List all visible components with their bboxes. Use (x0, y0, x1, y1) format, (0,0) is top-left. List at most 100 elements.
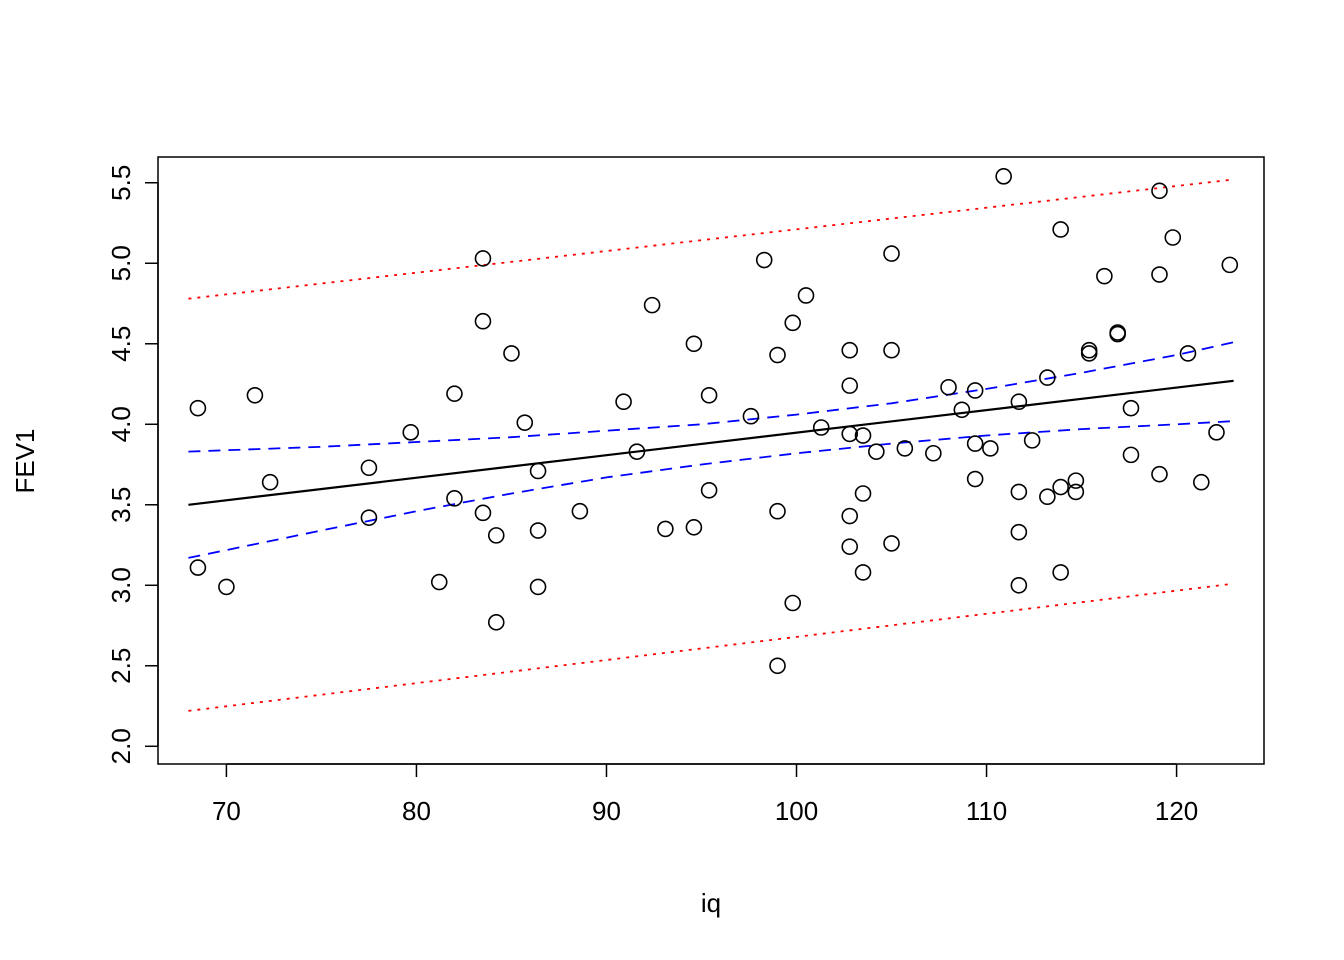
data-point (797, 287, 815, 304)
data-point (446, 385, 463, 402)
data-point (854, 564, 872, 581)
data-point (883, 535, 900, 552)
data-point (628, 443, 646, 460)
data-point (360, 459, 378, 477)
data-point (474, 504, 492, 522)
data-point (883, 341, 900, 359)
data-point (1067, 472, 1085, 489)
data-point (883, 245, 900, 262)
data-point (784, 314, 802, 332)
data-point (516, 414, 534, 431)
data-point (218, 578, 235, 596)
x-tick-label: 120 (1155, 796, 1198, 826)
data-point (1067, 483, 1085, 501)
confidence-upper-line (188, 341, 1234, 453)
data-point (1010, 393, 1028, 411)
y-tick-label: 4.5 (106, 326, 136, 362)
data-point (1151, 182, 1168, 200)
x-axis-label: iq (701, 888, 721, 918)
data-point (940, 378, 957, 396)
prediction-upper-line (188, 178, 1234, 300)
data-point (700, 386, 718, 404)
data-point (657, 520, 674, 538)
data-point (755, 251, 773, 269)
data-point (1221, 256, 1239, 274)
data-point (446, 490, 463, 507)
fit-line (188, 379, 1234, 506)
y-tick-label: 3.0 (106, 567, 136, 603)
data-point (1164, 229, 1182, 246)
data-point (841, 507, 859, 525)
x-tick-label: 110 (966, 796, 1007, 826)
data-point (995, 168, 1012, 185)
data-point (868, 443, 885, 460)
confidence-lower-line (188, 420, 1234, 559)
data-point (966, 382, 984, 399)
x-tick-label: 100 (775, 796, 818, 826)
data-point (1052, 564, 1069, 581)
data-point (700, 481, 718, 499)
x-tick-label: 90 (592, 796, 621, 826)
data-point (1010, 576, 1028, 594)
data-point (1151, 465, 1168, 483)
data-point (189, 399, 207, 417)
data-point (1039, 369, 1056, 386)
data-point (503, 345, 520, 362)
data-point (246, 386, 264, 404)
data-point (1023, 432, 1041, 449)
data-point (841, 377, 859, 394)
data-point (1052, 478, 1069, 496)
data-point (769, 346, 786, 364)
data-point (1039, 488, 1056, 506)
data-point (1080, 341, 1098, 359)
data-point (854, 427, 872, 444)
regression-lines (188, 178, 1234, 712)
data-point (529, 578, 547, 596)
data-point (1151, 266, 1168, 283)
data-point (1052, 221, 1069, 238)
data-point (1192, 473, 1210, 491)
data-point (1122, 399, 1140, 417)
data-point (402, 424, 420, 441)
data-point (769, 502, 786, 520)
data-point (769, 657, 786, 675)
data-point (1179, 345, 1197, 362)
data-point (685, 335, 703, 353)
data-point (189, 559, 207, 576)
y-tick-label: 5.5 (106, 165, 136, 201)
data-point (854, 485, 872, 502)
prediction-lower-line (188, 582, 1234, 712)
data-point (487, 527, 505, 544)
y-axis-label: FEV1 (10, 428, 40, 493)
y-tick-label: 5.0 (106, 245, 136, 281)
y-tick-label: 4.0 (106, 406, 136, 442)
y-axis: 2.0 2.5 3.0 3.5 4.0 4.5 5.0 5.5 (106, 165, 159, 764)
data-point (896, 440, 914, 457)
data-point (1109, 325, 1126, 343)
y-tick-label: 3.5 (106, 487, 136, 523)
x-tick-label: 70 (212, 796, 241, 826)
data-point (966, 435, 984, 452)
plot-frame (157, 156, 1265, 765)
data-point (841, 538, 859, 555)
data-point (474, 250, 492, 267)
data-point (1122, 446, 1140, 464)
data-point (742, 407, 760, 425)
data-point (529, 522, 547, 539)
data-point (571, 502, 589, 520)
data-point (982, 440, 999, 457)
data-point (1010, 483, 1028, 501)
data-point (430, 573, 448, 591)
data-point (953, 401, 971, 419)
data-point (360, 509, 378, 526)
y-tick-label: 2.0 (106, 728, 136, 764)
data-point (685, 519, 703, 536)
data-point (474, 312, 492, 330)
data-point (643, 296, 661, 314)
data-point (615, 393, 632, 411)
x-axis: 70 80 90 100 110 120 (212, 763, 1198, 826)
data-point (529, 462, 547, 480)
data-point (487, 614, 505, 631)
data-point (1080, 345, 1098, 362)
